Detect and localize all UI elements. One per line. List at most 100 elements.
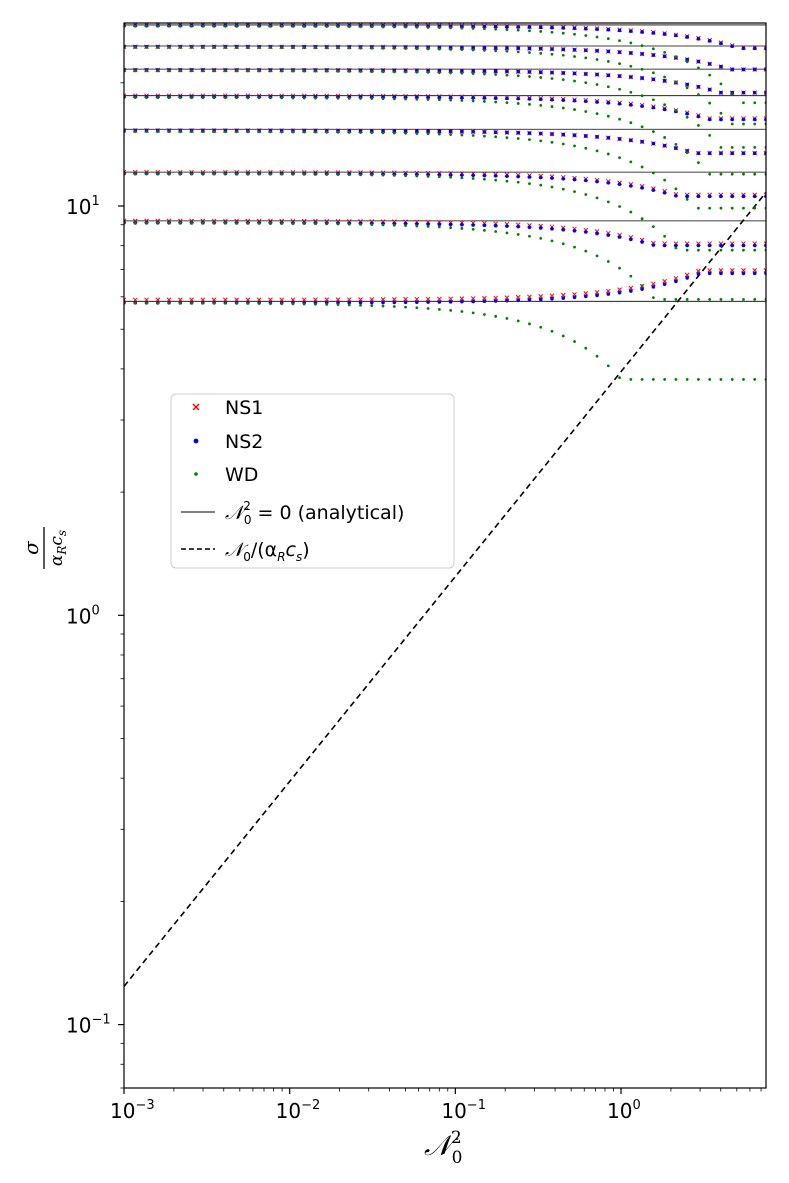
point-wd <box>731 0 734 1</box>
point-ns2 <box>471 0 475 2</box>
point-ns2 <box>145 0 149 2</box>
point-wd <box>246 24 250 28</box>
point-wd <box>235 0 238 1</box>
point-wd <box>201 0 204 1</box>
point-ns2 <box>493 299 498 303</box>
point-ns2 <box>719 271 723 276</box>
point-ns2 <box>697 0 701 2</box>
point-wd <box>292 0 295 1</box>
point-wd <box>528 29 531 33</box>
point-wd <box>449 0 452 1</box>
point-ns2 <box>550 132 554 136</box>
point-ns2 <box>753 0 757 2</box>
point-wd <box>742 172 745 176</box>
point-ns2 <box>494 0 498 2</box>
point-wd <box>606 60 610 63</box>
point-wd <box>607 0 610 1</box>
point-wd <box>393 0 396 1</box>
point-ns2 <box>730 0 734 2</box>
point-ns2 <box>573 0 577 2</box>
point-ns2 <box>122 0 126 2</box>
point-wd <box>404 131 407 135</box>
point-ns2 <box>179 0 183 2</box>
point-ns2 <box>336 0 340 2</box>
point-ns2 <box>347 0 351 2</box>
point-ns1 <box>729 268 735 273</box>
point-ns2 <box>167 0 171 2</box>
point-ns2 <box>561 0 565 2</box>
point-wd <box>280 46 284 50</box>
point-ns2 <box>483 0 487 2</box>
point-wd <box>460 0 463 1</box>
legend-label-cutoff: 𝒩0/(αRcs) <box>225 539 310 564</box>
point-wd <box>606 364 610 368</box>
point-ns2 <box>438 0 442 2</box>
point-wd <box>483 177 486 181</box>
point-wd <box>415 174 419 178</box>
point-wd <box>449 0 452 1</box>
point-wd <box>595 149 599 153</box>
point-wd <box>449 26 453 30</box>
point-wd <box>641 0 644 1</box>
point-ns2 <box>201 0 205 2</box>
point-ns2 <box>561 0 565 2</box>
point-wd <box>663 136 667 139</box>
point-wd <box>719 145 723 149</box>
point-wd <box>325 0 328 1</box>
point-ns2 <box>167 0 171 2</box>
point-ns2 <box>629 0 633 2</box>
point-wd <box>720 0 723 1</box>
point-wd <box>517 0 520 1</box>
point-ns2 <box>393 0 397 2</box>
point-wd <box>235 69 239 73</box>
point-ns2 <box>291 0 295 2</box>
point-wd <box>651 225 655 229</box>
point-ns2 <box>696 36 701 41</box>
point-wd <box>292 0 295 1</box>
point-ns2 <box>235 0 239 2</box>
point-ns2 <box>516 298 521 303</box>
point-ns2 <box>347 0 351 2</box>
point-ns2 <box>527 225 532 230</box>
point-wd <box>629 0 632 1</box>
point-wd <box>663 0 666 1</box>
point-ns2 <box>572 98 577 103</box>
point-wd <box>708 0 711 1</box>
point-wd <box>494 73 498 76</box>
point-wd <box>708 0 711 1</box>
point-wd <box>359 0 362 1</box>
point-wd <box>528 0 531 1</box>
point-ns2 <box>190 0 194 2</box>
point-wd <box>201 46 205 49</box>
point-wd <box>483 0 486 1</box>
point-ns2 <box>471 0 475 2</box>
point-wd <box>652 0 655 1</box>
point-wd <box>280 0 283 1</box>
point-wd <box>730 248 734 252</box>
point-ns2 <box>583 99 588 104</box>
point-wd <box>336 303 340 307</box>
point-ns2 <box>752 271 757 276</box>
point-ns2 <box>482 96 487 100</box>
point-wd <box>652 0 655 1</box>
y-tick-label-0: 10−1 <box>66 1013 111 1038</box>
point-wd <box>257 172 261 176</box>
point-wd <box>674 378 678 381</box>
point-ns2 <box>257 0 261 2</box>
point-wd <box>190 0 193 1</box>
point-ns2 <box>190 0 194 2</box>
point-wd <box>483 0 486 1</box>
point-wd <box>145 0 148 1</box>
point-wd <box>370 173 374 177</box>
point-wd <box>573 245 576 249</box>
point-wd <box>291 69 295 73</box>
point-wd <box>145 0 148 1</box>
point-wd <box>133 24 137 28</box>
point-ns2 <box>235 0 239 2</box>
point-wd <box>168 0 171 1</box>
point-wd <box>392 70 396 74</box>
point-wd <box>269 0 272 1</box>
point-wd <box>337 0 340 1</box>
point-ns2 <box>652 0 656 2</box>
point-wd <box>426 132 430 136</box>
